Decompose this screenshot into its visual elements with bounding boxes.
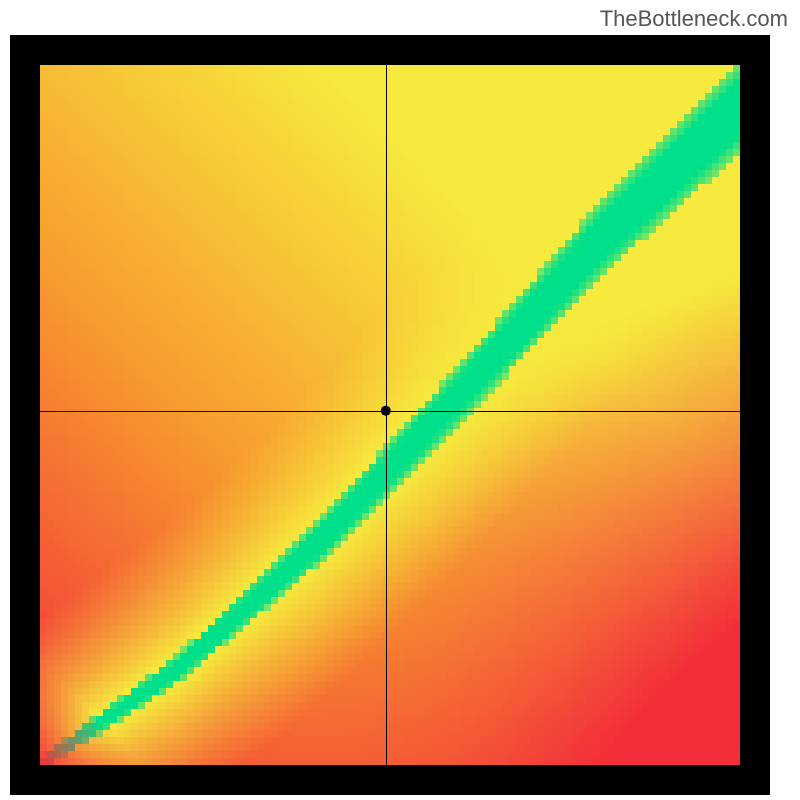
bottleneck-heatmap <box>40 65 740 765</box>
watermark-text: TheBottleneck.com <box>600 6 788 32</box>
chart-outer-frame <box>10 35 770 795</box>
chart-container: TheBottleneck.com <box>0 0 800 800</box>
